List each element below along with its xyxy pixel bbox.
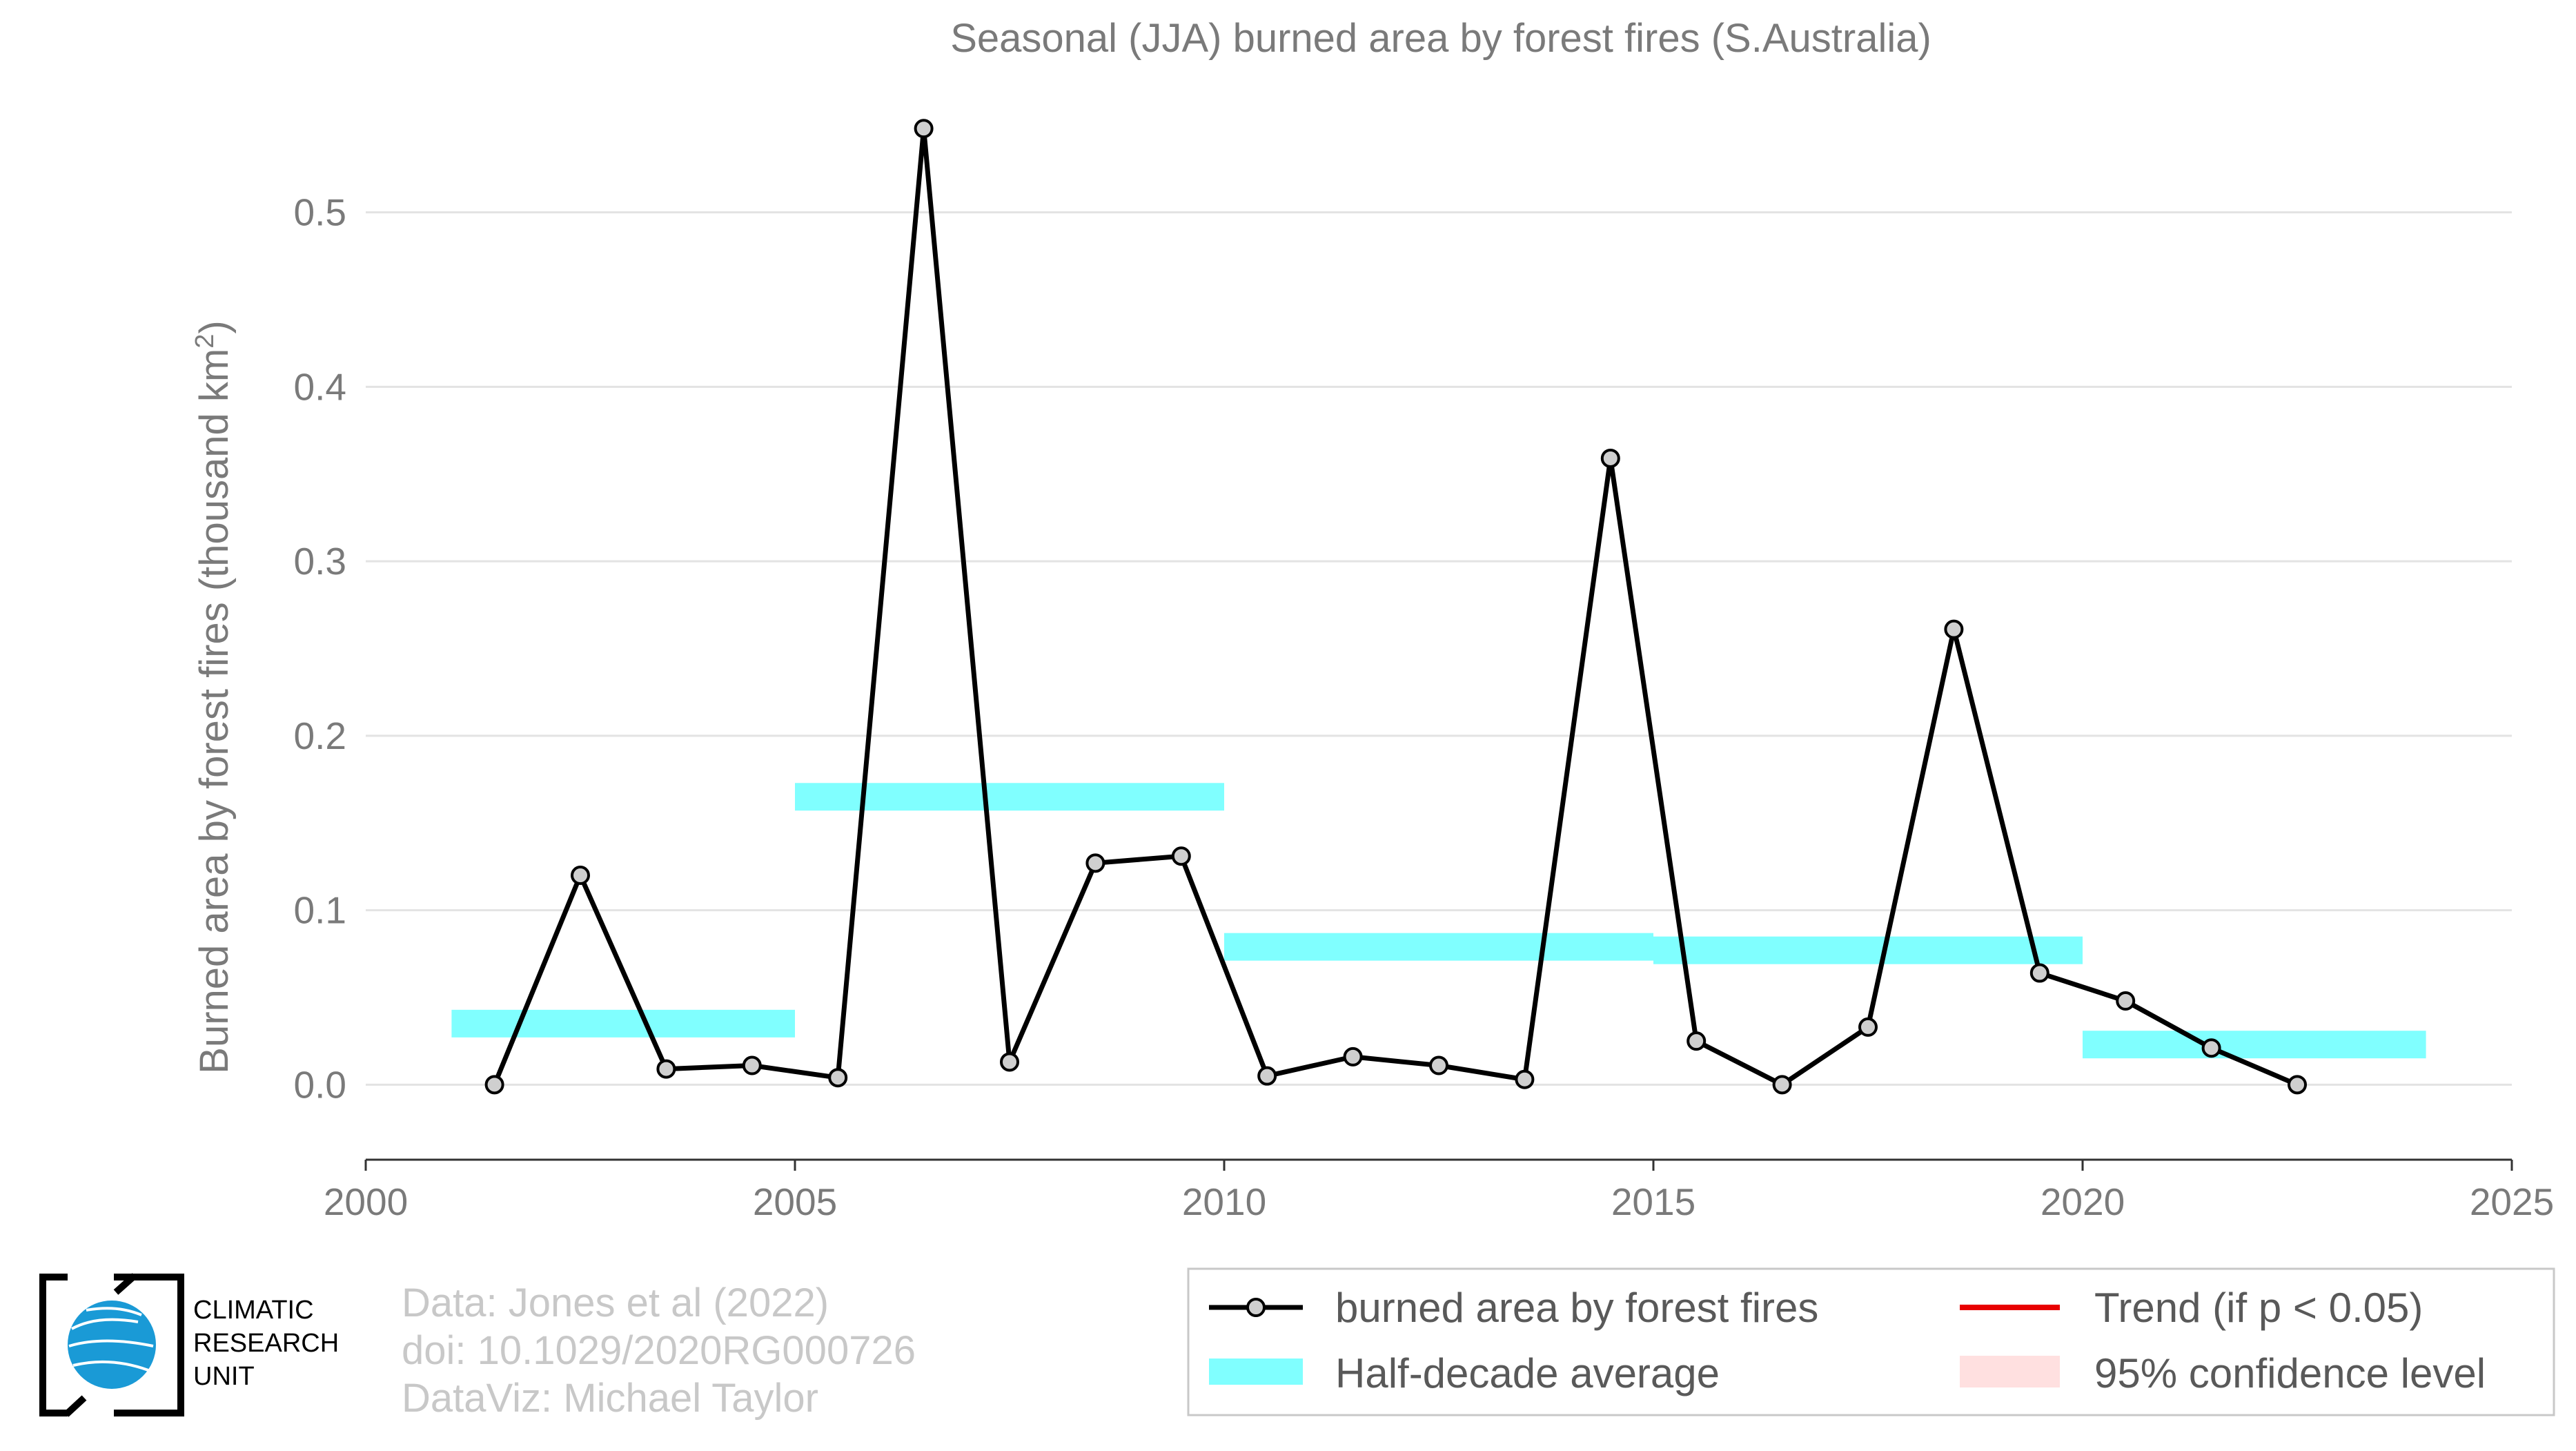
x-tick-label: 2005 <box>753 1180 837 1223</box>
x-axis: 2000 2005 2010 2015 2020 2025 <box>324 1158 2554 1223</box>
logo-text-research: RESEARCH <box>193 1329 339 1358</box>
data-point <box>1944 619 1964 639</box>
data-point <box>1085 853 1105 873</box>
legend-label-series: burned area by forest fires <box>1335 1285 1818 1331</box>
legend-label-trend: Trend (if p < 0.05) <box>2094 1285 2423 1331</box>
data-point <box>2288 1075 2307 1095</box>
credit-dataviz: DataViz: Michael Taylor <box>402 1376 818 1421</box>
legend-half-decade-swatch <box>1209 1359 1303 1385</box>
x-tick-label: 2025 <box>2470 1180 2554 1223</box>
x-tick-label: 2015 <box>1611 1180 1695 1223</box>
data-point <box>1257 1066 1277 1086</box>
y-tick-label: 0.0 <box>294 1063 346 1106</box>
y-axis-label-superscript: 2 <box>190 334 219 349</box>
logo-bracket-right <box>114 1274 184 1416</box>
legend-confidence-swatch <box>1960 1356 2060 1387</box>
y-axis-label: Burned area by forest fires (thousand km… <box>190 320 237 1073</box>
half-decade-band <box>795 783 1224 811</box>
chart-title: Seasonal (JJA) burned area by forest fir… <box>950 16 1931 61</box>
half-decade-band <box>2083 1031 2426 1059</box>
half-decade-band <box>451 1009 795 1038</box>
data-point <box>2116 991 2136 1011</box>
data-point <box>484 1075 504 1095</box>
logo-bracket-left <box>39 1274 68 1416</box>
credit-data-source: Data: Jones et al (2022) <box>402 1280 829 1325</box>
credit-doi: doi: 10.1029/2020RG000726 <box>402 1328 916 1373</box>
data-point <box>1600 448 1620 468</box>
series-line <box>492 126 2299 1087</box>
data-point <box>1000 1052 1019 1072</box>
logo-text-climatic: CLIMATIC <box>193 1296 314 1325</box>
cru-logo: CLIMATIC RESEARCH UNIT <box>39 1273 339 1417</box>
data-point <box>2201 1038 2221 1058</box>
data-point <box>1515 1069 1535 1089</box>
legend-label-confidence: 95% confidence level <box>2094 1350 2486 1396</box>
data-point <box>1687 1031 1707 1051</box>
y-tick-label: 0.2 <box>294 714 346 757</box>
data-point <box>2029 963 2049 983</box>
globe-icon <box>68 1301 156 1389</box>
legend-label-half-decade: Half-decade average <box>1335 1350 1720 1396</box>
data-point <box>1171 846 1191 866</box>
x-tick-label: 2020 <box>2041 1180 2125 1223</box>
y-tick-label: 0.5 <box>294 191 346 234</box>
legend-marker-swatch <box>1246 1298 1266 1317</box>
half-decade-band <box>1224 933 1653 961</box>
data-point <box>1772 1075 1792 1095</box>
data-point <box>1429 1055 1448 1075</box>
logo-slash-top <box>113 1273 137 1295</box>
y-axis-label-main: Burned area by forest fires (thousand km <box>192 349 237 1074</box>
logo-slash-bottom <box>63 1395 87 1417</box>
logo-text-unit: UNIT <box>193 1362 255 1391</box>
legend: burned area by forest fires Trend (if p … <box>1187 1267 2555 1416</box>
x-tick-label: 2000 <box>324 1180 408 1223</box>
credits: Data: Jones et al (2022) doi: 10.1029/20… <box>402 1280 916 1421</box>
grid-lines <box>366 211 2512 1086</box>
data-point <box>914 119 934 139</box>
data-point <box>656 1059 676 1079</box>
y-tick-labels: 0.0 0.1 0.2 0.3 0.4 0.5 <box>294 191 346 1107</box>
y-tick-label: 0.4 <box>294 365 346 408</box>
data-point <box>1343 1046 1363 1067</box>
data-point <box>1858 1017 1878 1037</box>
burned-area-series <box>484 119 2307 1095</box>
y-axis-label-close: ) <box>192 320 237 333</box>
y-tick-label: 0.3 <box>294 540 346 583</box>
data-point <box>828 1068 848 1088</box>
half-decade-average-bands <box>451 783 2426 1059</box>
data-point <box>571 866 590 886</box>
legend-frame <box>1187 1267 2555 1416</box>
half-decade-band <box>1653 936 2083 964</box>
data-point <box>742 1055 762 1075</box>
x-tick-label: 2010 <box>1182 1180 1266 1223</box>
y-tick-label: 0.1 <box>294 889 346 932</box>
